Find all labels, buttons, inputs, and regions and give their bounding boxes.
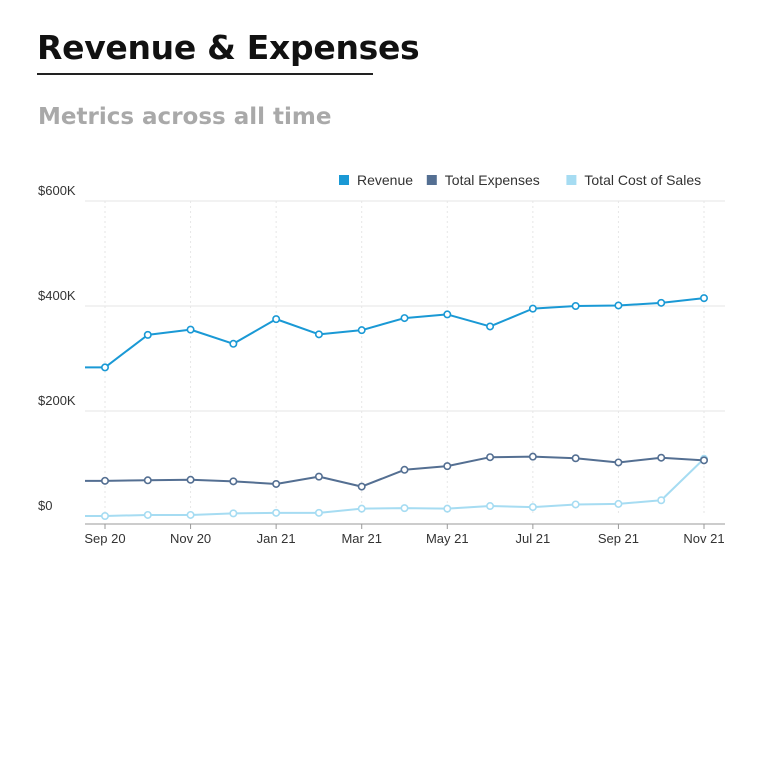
y-tick-label: $0	[38, 498, 52, 513]
data-point-total-cost-of-sales	[101, 511, 110, 520]
data-point-total-cost-of-sales	[528, 503, 537, 512]
data-point-total-expenses	[699, 456, 708, 465]
data-point-revenue	[571, 301, 580, 310]
x-tick-label: Jan 21	[257, 531, 296, 546]
data-point-total-cost-of-sales	[186, 510, 195, 519]
data-point-total-cost-of-sales	[614, 499, 623, 508]
legend-label: Revenue	[357, 172, 413, 188]
x-tick-label: Nov 21	[683, 531, 724, 546]
data-point-total-cost-of-sales	[657, 496, 666, 505]
series-revenue	[85, 294, 708, 372]
series	[85, 294, 708, 520]
legend-swatch	[566, 175, 577, 185]
y-tick-label: $200K	[38, 393, 76, 408]
data-point-total-expenses	[657, 453, 666, 462]
data-point-revenue	[400, 314, 409, 323]
data-point-revenue	[272, 315, 281, 324]
data-point-total-expenses	[101, 476, 110, 485]
title-underline	[37, 73, 373, 75]
data-point-total-expenses	[229, 477, 238, 486]
data-point-revenue	[314, 330, 323, 339]
axes: $0 $200K $400K $600K Sep 20 Nov 20 Jan 21 Mar 2…	[38, 183, 725, 546]
data-point-revenue	[143, 330, 152, 339]
data-point-revenue	[486, 322, 495, 331]
data-point-revenue	[443, 310, 452, 319]
data-point-total-cost-of-sales	[486, 502, 495, 511]
data-point-revenue	[186, 325, 195, 334]
legend-item-total-cost-of-sales: Total Cost of Sales	[566, 172, 701, 188]
data-point-total-expenses	[186, 475, 195, 484]
legend-label: Total Expenses	[445, 172, 540, 188]
data-point-total-expenses	[528, 452, 537, 461]
data-point-revenue	[657, 298, 666, 307]
y-tick-label: $600K	[38, 183, 76, 198]
series-total-expenses	[85, 452, 708, 491]
data-point-total-expenses	[143, 476, 152, 485]
series-line-revenue	[85, 297, 705, 369]
data-point-total-expenses	[314, 472, 323, 481]
data-point-total-cost-of-sales	[143, 510, 152, 519]
data-point-total-expenses	[571, 454, 580, 463]
data-point-revenue	[229, 339, 238, 348]
legend-swatch	[426, 175, 437, 185]
data-point-total-expenses	[400, 465, 409, 474]
series-line-total-expenses	[85, 455, 705, 488]
series-line-total-cost-of-sales	[85, 458, 705, 517]
legend-item-revenue: Revenue	[339, 172, 413, 188]
data-point-total-cost-of-sales	[272, 508, 281, 517]
data-point-revenue	[528, 304, 537, 313]
data-point-total-cost-of-sales	[400, 504, 409, 513]
x-tick-label: Nov 20	[170, 531, 211, 546]
x-tick-label: Mar 21	[341, 531, 381, 546]
legend-swatch	[339, 175, 349, 185]
data-point-total-cost-of-sales	[229, 509, 238, 518]
data-point-total-expenses	[614, 458, 623, 467]
y-tick-label: $400K	[38, 288, 76, 303]
legend-item-total-expenses: Total Expenses	[426, 172, 540, 188]
page-title: Revenue & Expenses	[37, 28, 420, 67]
legend-label: Total Cost of Sales	[584, 172, 701, 188]
page-subtitle: Metrics across all time	[38, 104, 332, 130]
legend: Revenue Total Expenses Total Cost of Sales	[339, 172, 701, 188]
x-tick-label: Sep 20	[84, 531, 125, 546]
x-tick-label: Sep 21	[598, 531, 639, 546]
data-point-revenue	[357, 326, 366, 335]
data-point-total-cost-of-sales	[443, 504, 452, 513]
data-point-revenue	[101, 363, 110, 372]
data-point-total-cost-of-sales	[357, 504, 366, 513]
x-tick-label: Jul 21	[516, 531, 551, 546]
data-point-revenue	[699, 294, 708, 303]
data-point-total-cost-of-sales	[571, 500, 580, 509]
data-point-total-expenses	[443, 462, 452, 471]
data-point-total-expenses	[357, 482, 366, 491]
data-point-total-expenses	[486, 453, 495, 462]
data-point-total-cost-of-sales	[314, 508, 323, 517]
x-tick-label: May 21	[426, 531, 469, 546]
data-point-total-expenses	[272, 479, 281, 488]
data-point-revenue	[614, 301, 623, 310]
series-total-cost-of-sales	[85, 454, 708, 520]
